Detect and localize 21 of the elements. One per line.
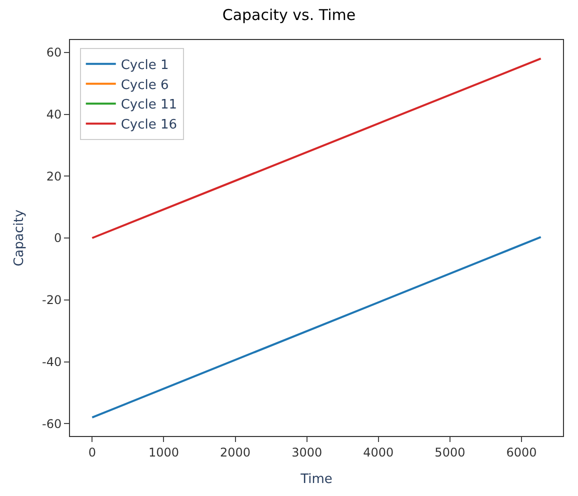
y-tick-label: 20 xyxy=(46,169,62,184)
legend-label: Cycle 16 xyxy=(120,118,178,133)
legend-label: Cycle 1 xyxy=(120,58,169,73)
x-tick-label: 6000 xyxy=(506,445,537,460)
y-tick-label: -40 xyxy=(42,354,62,369)
y-tick-label: 0 xyxy=(54,231,62,246)
y-tick-label: 40 xyxy=(46,107,62,122)
legend-label: Cycle 6 xyxy=(120,78,169,93)
x-tick-label: 2000 xyxy=(220,445,251,460)
x-tick-label: 3000 xyxy=(292,445,322,460)
x-axis-title: Time xyxy=(300,472,332,487)
y-tick-label: -20 xyxy=(42,293,62,308)
chart-title: Capacity vs. Time xyxy=(222,6,356,24)
x-tick-label: 5000 xyxy=(434,445,466,460)
x-tick-label: 0 xyxy=(88,445,96,460)
y-axis-title: Capacity xyxy=(12,209,27,266)
legend-label: Cycle 11 xyxy=(120,98,178,113)
y-tick-label: -60 xyxy=(42,416,62,431)
y-tick-label: 60 xyxy=(46,46,62,60)
x-tick-label: 1000 xyxy=(148,445,180,460)
x-tick-label: 4000 xyxy=(363,445,394,460)
